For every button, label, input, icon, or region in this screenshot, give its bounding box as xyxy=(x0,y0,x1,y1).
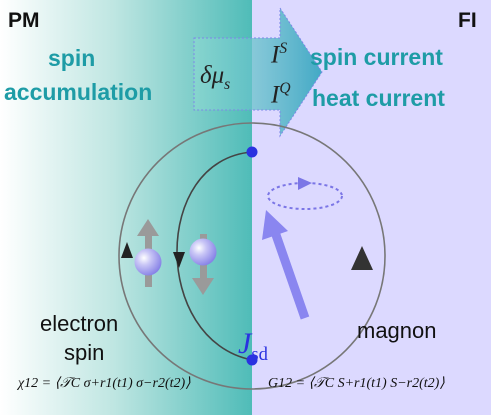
precession-orbit xyxy=(267,182,343,210)
electron-spin-down xyxy=(189,234,217,295)
electron-spin-up xyxy=(134,219,162,287)
magnon-arrow-shaft xyxy=(270,230,310,320)
spin-accumulation-line2: accumulation xyxy=(4,79,153,105)
coupling-label: Jsd xyxy=(238,327,268,365)
spin-label: spin xyxy=(64,340,105,365)
delta-mu-symbol: δμs xyxy=(200,62,231,93)
vertex-top xyxy=(246,146,258,158)
transport-arrow xyxy=(193,6,323,138)
spin-current-symbol: IS xyxy=(271,40,288,69)
loop-inner-arc xyxy=(176,151,253,361)
spin-current-label: spin current xyxy=(310,44,443,70)
precession-arrowhead xyxy=(298,177,312,190)
magnon-label: magnon xyxy=(357,318,437,343)
magnon-correlation-formula: G12 = ⟨𝒯C S+r1(t1) S−r2(t2)⟩ xyxy=(268,376,445,391)
loop-arrowhead-left xyxy=(121,242,133,258)
inner-arrowhead xyxy=(173,252,185,268)
electron-label: electron xyxy=(40,311,119,336)
spin-accumulation-line1: spin xyxy=(48,45,96,71)
vertex-bottom xyxy=(246,354,258,366)
loop-outer xyxy=(118,122,386,390)
heat-current-symbol: IQ xyxy=(271,80,291,109)
fi-label: FI xyxy=(458,9,477,32)
electron-correlation-formula: χ12 = ⟨𝒯C σ+r1(t1) σ−r2(t2)⟩ xyxy=(18,376,191,391)
magnon-arrowhead xyxy=(262,210,288,240)
pm-label: PM xyxy=(8,9,40,32)
loop-arrowhead-right xyxy=(351,246,373,270)
heat-current-label: heat current xyxy=(312,85,445,111)
